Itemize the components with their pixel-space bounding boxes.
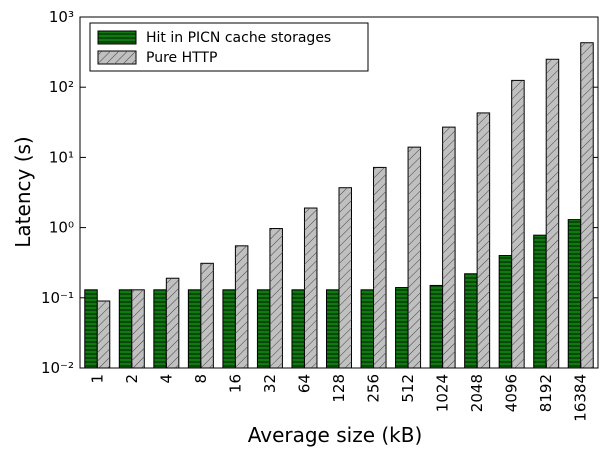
- bar-group: [498, 255, 513, 369]
- x-tick-label: 4: [157, 374, 175, 384]
- x-tick-label: 8192: [537, 374, 555, 412]
- bar-group: [234, 245, 249, 369]
- bar-group: [476, 112, 491, 369]
- bar-group: [395, 287, 409, 369]
- bar-group: [407, 146, 422, 369]
- y-tick-label: 10³: [49, 8, 74, 26]
- y-tick-label: 10⁰: [49, 219, 74, 237]
- bar-group: [464, 273, 478, 369]
- x-axis-title: Average size (kB): [248, 423, 423, 447]
- bar-group: [338, 187, 352, 369]
- bar-hatch: [326, 289, 339, 368]
- bar-hatch: [477, 112, 490, 368]
- bar-group: [580, 42, 594, 369]
- y-tick-label: 10¹: [49, 148, 74, 166]
- x-tick-label: 2048: [468, 374, 486, 412]
- x-tick-label: 16384: [572, 374, 590, 422]
- x-tick-label: 4096: [503, 374, 521, 412]
- legend-label: Hit in PICN cache storages: [146, 30, 331, 46]
- y-axis-title: Latency (s): [11, 136, 35, 247]
- bar-group: [200, 262, 214, 369]
- bar-hatch: [304, 208, 317, 368]
- bar-group: [153, 289, 167, 369]
- bar-group: [131, 289, 145, 369]
- legend-label: Pure HTTP: [146, 50, 217, 66]
- bar-hatch: [408, 147, 421, 368]
- legend-swatch-hatch: [98, 31, 136, 44]
- y-tick-label: 10²: [49, 78, 74, 96]
- bar-group: [373, 166, 387, 369]
- x-tick-label: 256: [365, 374, 383, 403]
- x-tick-label: 32: [261, 374, 279, 393]
- bar-hatch: [119, 289, 132, 368]
- bar-group: [326, 289, 340, 369]
- bar-hatch: [499, 255, 512, 368]
- x-tick-label: 2: [123, 374, 141, 384]
- bar-hatch: [269, 228, 283, 368]
- bar-hatch: [291, 289, 305, 368]
- bar-group: [222, 289, 236, 369]
- bar-hatch: [361, 289, 374, 368]
- bar-hatch: [222, 289, 236, 368]
- bar-hatch: [546, 59, 559, 368]
- bar-hatch: [131, 289, 145, 368]
- bar-group: [291, 289, 305, 369]
- x-tick-label: 128: [330, 374, 348, 403]
- bar-group: [429, 284, 444, 369]
- bar-hatch: [84, 289, 98, 368]
- bar-hatch: [511, 80, 525, 369]
- bar-hatch: [568, 219, 581, 368]
- bar-hatch: [97, 301, 110, 368]
- x-tick-label: 1: [88, 374, 106, 384]
- bar-group: [118, 289, 133, 369]
- bar-group: [187, 289, 202, 369]
- bar-group: [567, 219, 582, 369]
- bar-group: [545, 58, 560, 369]
- bar-hatch: [373, 167, 387, 368]
- x-tick-label: 512: [399, 374, 417, 403]
- legend-swatch-hatch: [98, 51, 136, 64]
- bar-group: [360, 289, 375, 369]
- plot-frame: [79, 16, 599, 369]
- bar-group: [84, 289, 98, 369]
- bar-hatch: [395, 287, 409, 368]
- bar-hatch: [430, 285, 443, 368]
- x-tick-label: 16: [226, 374, 244, 393]
- bar-hatch: [257, 289, 270, 368]
- x-tick-label: 1024: [434, 374, 452, 412]
- bar-group: [256, 289, 271, 369]
- bar-hatch: [188, 289, 201, 368]
- x-tick-label: 8: [192, 374, 210, 384]
- bar-group: [269, 228, 283, 369]
- bar-group: [303, 207, 318, 369]
- bar-group: [442, 126, 456, 369]
- bar-hatch: [580, 42, 594, 368]
- bar-hatch: [442, 127, 456, 369]
- bar-group: [511, 79, 525, 369]
- y-tick-label: 10⁻²: [41, 359, 74, 377]
- bar-hatch: [235, 245, 248, 368]
- bar-hatch: [166, 278, 179, 368]
- bar-hatch: [200, 263, 214, 368]
- bar-group: [165, 277, 180, 369]
- bar-hatch: [153, 289, 167, 368]
- y-tick-label: 10⁻¹: [41, 289, 74, 307]
- bar-hatch: [339, 187, 352, 368]
- x-tick-label: 64: [295, 374, 313, 393]
- bar-group: [96, 300, 111, 369]
- bar-group: [533, 234, 547, 369]
- bar-hatch: [464, 273, 478, 368]
- bar-hatch: [533, 235, 547, 368]
